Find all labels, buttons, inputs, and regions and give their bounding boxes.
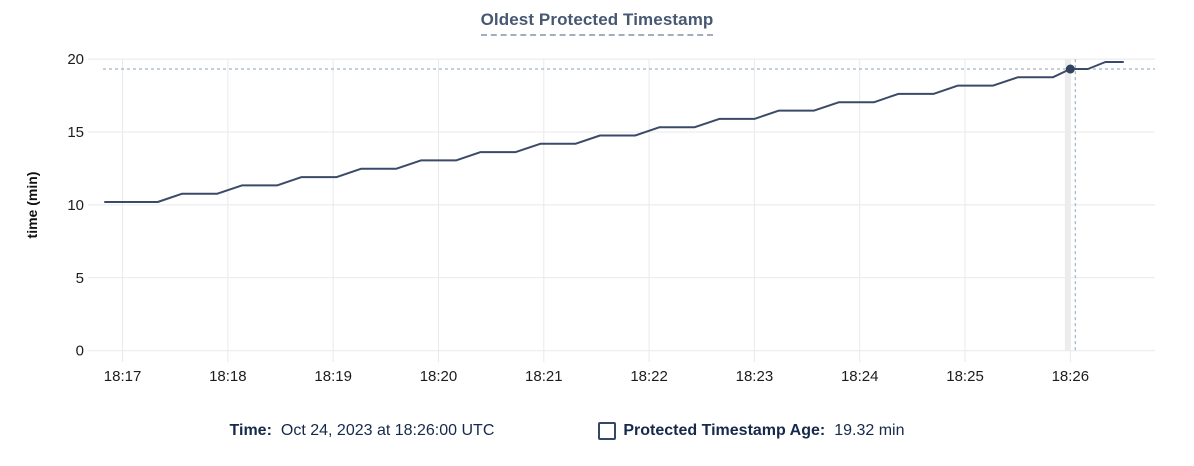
x-tick-label: 18:20 bbox=[420, 368, 458, 385]
chart-title: Oldest Protected Timestamp bbox=[480, 10, 714, 36]
x-tick-label: 18:23 bbox=[736, 368, 774, 385]
x-tick-label: 18:22 bbox=[630, 368, 668, 385]
y-tick-label: 15 bbox=[67, 124, 84, 141]
chart-header: Oldest Protected Timestamp bbox=[0, 10, 1194, 36]
legend-series-toggle[interactable]: Protected Timestamp Age: 19.32 min bbox=[598, 421, 904, 440]
legend-time: Time: Oct 24, 2023 at 18:26:00 UTC bbox=[230, 421, 495, 440]
chart-plot-area[interactable]: 0 5 10 15 20 18:17 18:18 18:19 18:20 18:21 18:22 18… bbox=[0, 0, 1194, 410]
y-tick-label: 10 bbox=[67, 197, 84, 214]
checkbox-unchecked-icon[interactable] bbox=[598, 422, 617, 440]
x-tick-label: 18:21 bbox=[525, 368, 563, 385]
x-tick-label: 18:19 bbox=[314, 368, 352, 385]
x-tick-label: 18:18 bbox=[209, 368, 247, 385]
y-tick-label: 5 bbox=[76, 270, 84, 287]
x-tick-label: 18:26 bbox=[1052, 368, 1090, 385]
hover-column-highlight bbox=[1064, 59, 1070, 351]
chart-legend: Time: Oct 24, 2023 at 18:26:00 UTC Prote… bbox=[0, 421, 1164, 440]
y-tick-label: 20 bbox=[67, 51, 84, 68]
hover-point-marker bbox=[1065, 64, 1075, 74]
x-tick-label: 18:25 bbox=[946, 368, 984, 385]
data-line bbox=[104, 61, 1124, 203]
legend-time-value: Oct 24, 2023 at 18:26:00 UTC bbox=[280, 422, 495, 439]
x-tick-label: 18:17 bbox=[104, 368, 142, 385]
legend-series-label: Protected Timestamp Age: bbox=[623, 422, 826, 439]
legend-series-value: 19.32 min bbox=[834, 422, 905, 439]
legend-time-label: Time: bbox=[229, 422, 272, 439]
x-tick-label: 18:24 bbox=[841, 368, 879, 385]
y-tick-label: 0 bbox=[76, 343, 84, 360]
